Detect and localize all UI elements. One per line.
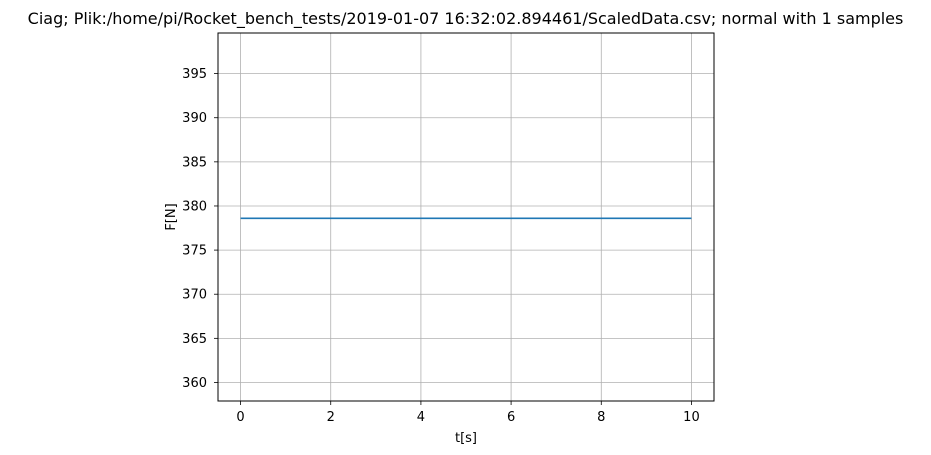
x-tick-label: 4 [417,410,425,425]
y-tick-label: 365 [182,332,207,347]
x-axis-label: t[s] [455,431,477,446]
x-tick-label: 0 [236,410,244,425]
y-tick-label: 375 [182,244,207,259]
y-tick-label: 395 [182,67,207,82]
y-axis-label: F[N] [164,203,179,230]
grid-layer [218,33,714,401]
y-tick-label: 390 [182,111,207,126]
chart-title: Ciag; Plik:/home/pi/Rocket_bench_tests/2… [28,9,904,29]
plot-frame [217,32,715,402]
y-tick-label: 380 [182,199,207,214]
x-tick-label: 8 [597,410,605,425]
y-tick-label: 360 [182,376,207,391]
y-axis-ticks: 360 365 370 375 380 385 390 395 [182,67,218,391]
x-axis-ticks: 0 2 4 6 8 10 [236,401,700,425]
x-tick-label: 6 [507,410,515,425]
x-tick-label: 2 [327,410,335,425]
x-tick-label: 10 [683,410,700,425]
y-tick-label: 385 [182,155,207,170]
y-tick-label: 370 [182,288,207,303]
